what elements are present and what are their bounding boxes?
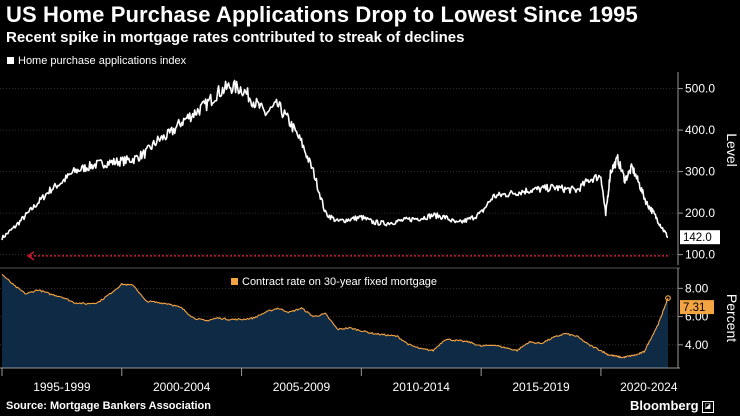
index-y-tick-label: 400.0 — [685, 123, 715, 137]
brand-name: Bloomberg — [630, 398, 699, 413]
rate-last-value: 7.31 — [683, 302, 705, 314]
index-y-ticks: 100.0 200.0 300.0 400.0 500.0 — [678, 82, 715, 262]
rate-y-ticks: 4.006.008.00 — [678, 281, 709, 352]
index-last-value-badge: 142.0 — [680, 230, 720, 245]
rate-last-point — [665, 295, 671, 301]
rate-series-line — [1, 273, 669, 359]
chart-canvas: Home purchase applications index 100.0 20… — [0, 55, 740, 394]
chart-title: US Home Purchase Applications Drop to Lo… — [6, 2, 638, 27]
brand-mark-icon: ◪ — [701, 400, 714, 413]
brand-logo: Bloomberg ◪ — [630, 398, 714, 413]
rate-y-tick-label: 4.00 — [685, 338, 709, 352]
index-last-value: 142.0 — [683, 232, 712, 244]
index-series-line — [1, 79, 669, 241]
x-tick-label: 2015-2019 — [512, 380, 570, 394]
rate-y-axis-label: Percent — [724, 294, 740, 342]
index-y-tick-label: 100.0 — [685, 248, 715, 262]
index-y-tick-label: 300.0 — [685, 165, 715, 179]
rate-legend-swatch — [231, 278, 238, 285]
index-y-axis-label: Level — [724, 133, 740, 166]
x-ticks: 1995-1999 2000-2004 2005-2009 2010-2014 2015… — [1, 368, 678, 394]
chart-subtitle: Recent spike in mortgage rates contribut… — [6, 29, 465, 46]
x-tick-label: 2020-2024 — [620, 380, 678, 394]
x-tick-label: 2005-2009 — [273, 380, 331, 394]
index-y-tick-label: 200.0 — [685, 206, 715, 220]
index-y-tick-label: 500.0 — [685, 82, 715, 96]
index-gridlines — [0, 88, 678, 256]
rate-legend-label: Contract rate on 30-year fixed mortgage — [242, 276, 437, 288]
rate-panel: Contract rate on 30-year fixed mortgage … — [0, 267, 740, 394]
x-tick-label: 2000-2004 — [153, 380, 211, 394]
index-legend-label: Home purchase applications index — [18, 55, 187, 67]
index-panel: Home purchase applications index 100.0 20… — [0, 55, 740, 265]
source-note: Source: Mortgage Bankers Association — [6, 400, 211, 412]
rate-y-tick-label: 8.00 — [685, 281, 709, 295]
x-tick-label: 2010-2014 — [393, 380, 451, 394]
index-reference-arrow — [26, 251, 35, 261]
rate-last-value-badge: 7.31 — [680, 300, 714, 315]
index-legend-swatch — [7, 57, 14, 64]
x-tick-label: 1995-1999 — [33, 380, 91, 394]
rate-area — [2, 274, 668, 368]
